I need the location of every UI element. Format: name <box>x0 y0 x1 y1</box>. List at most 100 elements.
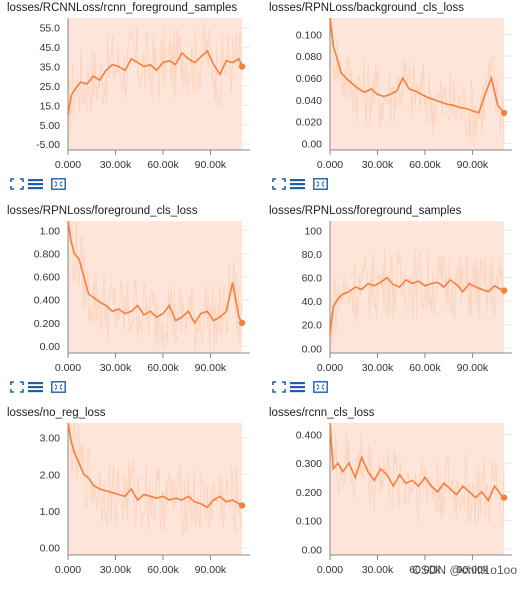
list-lines-icon[interactable] <box>290 178 305 190</box>
y-tick-label: 40.0 <box>302 296 323 308</box>
chart-svg: 0.00 20.0 40.0 60.0 80.0 100 0.000 30.00k 60.00k… <box>302 221 512 374</box>
y-tick-label: -5.00 <box>36 139 60 151</box>
chart-title: losses/RPNLoss/foreground_samples <box>269 205 462 217</box>
chart-svg: 0.00 0.100 0.200 0.300 0.400 0.000 30.00k 60.00… <box>296 422 512 576</box>
fit-domain-icon[interactable] <box>313 381 328 393</box>
last-point-marker <box>238 319 246 327</box>
list-lines-icon[interactable] <box>28 381 43 393</box>
x-tick-label: 90.00k <box>195 159 227 171</box>
y-tick-label: 55.0 <box>40 23 61 35</box>
chart-panel: losses/RCNNLoss/rcnn_foreground_samples -… <box>0 0 258 190</box>
series-line <box>67 220 243 325</box>
chart-svg: 0.00 0.020 0.040 0.060 0.080 0.100 0.000 30.00k… <box>296 17 512 171</box>
y-tick-label: 0.060 <box>296 73 322 85</box>
x-tick-label: 0.000 <box>55 159 81 171</box>
y-tick-label: 20.0 <box>302 320 323 332</box>
raw-series-line <box>67 421 243 535</box>
fit-domain-icon[interactable] <box>51 178 66 190</box>
x-tick-label: 90.00k <box>457 564 489 576</box>
y-tick-label: 0.00 <box>302 138 323 150</box>
y-tick-label: 0.00 <box>302 544 323 556</box>
y-tick-label: 0.040 <box>296 95 322 107</box>
chart-panel: losses/RPNLoss/foreground_cls_loss 0.00 0.… <box>0 203 258 393</box>
y-tick-label: 0.400 <box>34 295 60 307</box>
x-tick-label: 0.000 <box>317 564 343 576</box>
x-tick-label: 30.00k <box>100 564 132 576</box>
y-tick-label: 0.100 <box>296 516 322 528</box>
series-line <box>329 276 505 335</box>
y-tick-label: 0.200 <box>34 318 60 330</box>
last-point-marker <box>238 63 246 70</box>
watermark: CSDN @chltt1o1oo <box>412 563 517 577</box>
chart-svg: 0.00 1.00 2.00 3.00 0.000 30.00k 60.00k 90.00k <box>40 421 250 576</box>
x-tick-label: 60.00k <box>147 362 179 374</box>
fit-domain-icon[interactable] <box>51 381 66 393</box>
y-tick-label: 1.00 <box>40 506 61 518</box>
x-tick-label: 30.00k <box>362 159 394 171</box>
expand-icon[interactable] <box>10 178 24 190</box>
x-tick-label: 0.000 <box>55 564 81 576</box>
fit-domain-icon[interactable] <box>313 178 328 190</box>
y-tick-label: 2.00 <box>40 469 61 481</box>
x-tick-label: 90.00k <box>195 564 227 576</box>
x-tick-label: 30.00k <box>362 564 394 576</box>
last-point-marker <box>500 287 508 294</box>
x-tick-label: 30.00k <box>362 362 394 374</box>
range-shade <box>330 423 505 555</box>
list-lines-icon[interactable] <box>28 178 43 190</box>
x-tick-label: 90.00k <box>195 362 227 374</box>
expand-icon[interactable] <box>272 381 286 393</box>
y-tick-label: 0.600 <box>34 272 60 284</box>
x-tick-label: 60.00k <box>409 564 441 576</box>
y-tick-label: 5.00 <box>40 120 61 132</box>
x-tick-label: 90.00k <box>457 362 489 374</box>
y-tick-label: 3.00 <box>40 433 61 445</box>
y-tick-label: 0.080 <box>296 51 322 63</box>
y-tick-label: 0.100 <box>296 29 322 41</box>
range-shade <box>68 18 243 150</box>
raw-series-line <box>329 430 505 529</box>
chart-svg: 0.00 0.200 0.400 0.600 0.800 1.00 0.000 30.00k 6… <box>34 220 250 374</box>
raw-series-line <box>329 247 505 347</box>
y-tick-label: 0.800 <box>34 248 60 260</box>
raw-series-line <box>329 17 505 148</box>
chart-panel: losses/rcnn_cls_loss 0.00 0.100 0.200 0.300 0… <box>262 405 520 595</box>
x-tick-label: 60.00k <box>147 564 179 576</box>
raw-series-line <box>67 21 243 132</box>
y-tick-label: 0.020 <box>296 117 322 129</box>
y-tick-label: 0.300 <box>296 458 322 470</box>
y-tick-label: 45.0 <box>40 42 61 54</box>
y-tick-label: 0.00 <box>40 543 61 555</box>
y-tick-label: 60.0 <box>302 273 323 285</box>
y-tick-label: 80.0 <box>302 249 323 261</box>
list-lines-icon[interactable] <box>290 381 305 393</box>
y-tick-label: 0.00 <box>302 343 323 355</box>
last-point-marker <box>500 494 508 501</box>
series-line <box>67 422 243 509</box>
x-tick-label: 30.00k <box>100 159 132 171</box>
y-tick-label: 15.0 <box>40 100 61 112</box>
chart-title: losses/no_reg_loss <box>7 407 106 419</box>
x-tick-label: 30.00k <box>100 362 132 374</box>
y-tick-label: 1.00 <box>40 225 61 237</box>
chart-panel: losses/RPNLoss/foreground_samples 0.00 20.… <box>262 203 520 393</box>
expand-icon[interactable] <box>272 178 286 190</box>
series-line <box>329 422 505 503</box>
y-tick-label: 25.0 <box>40 81 61 93</box>
expand-icon[interactable] <box>10 381 24 393</box>
y-tick-label: 0.400 <box>296 429 322 441</box>
y-tick-label: 0.00 <box>40 341 61 353</box>
x-tick-label: 60.00k <box>147 159 179 171</box>
last-point-marker <box>238 502 246 509</box>
x-tick-label: 0.000 <box>317 362 343 374</box>
chart-title: losses/rcnn_cls_loss <box>269 407 375 419</box>
y-tick-label: 35.0 <box>40 62 61 74</box>
y-tick-label: 0.200 <box>296 487 322 499</box>
chart-title: losses/RPNLoss/foreground_cls_loss <box>7 205 198 217</box>
x-tick-label: 0.000 <box>317 159 343 171</box>
range-shade <box>330 18 505 150</box>
chart-panel: losses/RPNLoss/background_cls_loss 0.00 0.… <box>262 0 520 190</box>
series-line <box>67 49 243 116</box>
chart-svg: -5.00 5.00 15.0 25.0 35.0 45.0 55.0 0.000 30.00k… <box>36 18 250 171</box>
chart-title: losses/RPNLoss/background_cls_loss <box>269 2 464 14</box>
